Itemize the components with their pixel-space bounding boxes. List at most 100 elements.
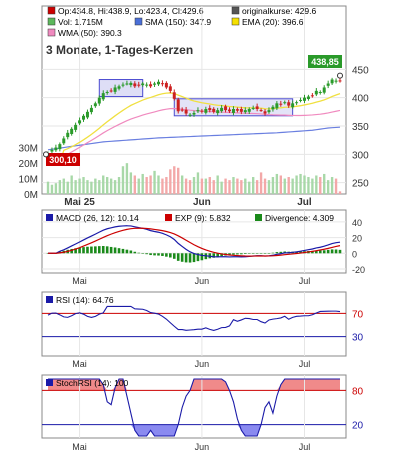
candle-body	[318, 92, 322, 93]
month-label: Jun	[195, 442, 210, 452]
price-tick-label: 300	[352, 150, 369, 161]
volume-bar	[98, 180, 101, 194]
volume-bar	[212, 180, 215, 194]
macd-divergence-bar	[101, 246, 105, 254]
volume-bar	[330, 177, 334, 194]
volume-bar	[153, 170, 156, 194]
macd-divergence-bar	[137, 252, 141, 254]
volume-bar	[267, 180, 271, 194]
macd-divergence-bar	[74, 248, 77, 254]
volume-bar	[145, 177, 148, 194]
macd-divergence-bar	[97, 246, 101, 254]
macd-divergence-bar	[176, 253, 180, 261]
macd-line	[48, 225, 341, 258]
candle-body	[153, 83, 157, 85]
candle-body	[133, 83, 137, 87]
sma150-line	[47, 126, 341, 151]
volume-bar	[319, 177, 322, 194]
macd-panel-frame	[41, 209, 347, 274]
candle-body	[156, 81, 160, 85]
macd-divergence-bar	[153, 253, 156, 256]
macd-divergence-bar	[196, 253, 200, 262]
volume-bar	[275, 173, 279, 194]
volume-bar	[252, 177, 255, 194]
candle-body	[338, 80, 342, 82]
volume-bar	[94, 178, 97, 194]
volume-bar	[287, 177, 290, 194]
month-label: Jul	[299, 276, 311, 286]
month-label: Mai	[72, 276, 87, 286]
macd-divergence-bar	[295, 251, 298, 254]
legend-label: MACD (26, 12): 10.14	[56, 213, 139, 223]
candle-body	[141, 83, 145, 86]
candle-body	[255, 106, 259, 109]
rsi-line	[47, 305, 341, 331]
macd-divergence-bar	[70, 248, 73, 254]
volume-bar	[259, 172, 263, 194]
candle-body	[101, 93, 105, 100]
candle-body	[145, 84, 149, 86]
macd-divergence-bar	[184, 253, 188, 263]
volume-bar	[177, 167, 180, 194]
volume-tick-label: 0M	[24, 190, 38, 201]
macd-divergence-bar	[334, 249, 338, 254]
candle-body	[310, 95, 314, 97]
candle-body	[231, 109, 235, 113]
volume-bar	[295, 175, 298, 194]
macd-divergence-bar	[271, 252, 275, 254]
macd-divergence-bar	[149, 253, 152, 256]
volume-bar	[184, 178, 188, 194]
candle-body	[208, 108, 212, 111]
stochrsi-tick-label: 80	[352, 386, 364, 397]
volume-bar	[141, 173, 144, 194]
volume-bar	[303, 175, 306, 194]
legend-swatch	[47, 6, 56, 15]
volume-bar	[50, 184, 54, 194]
macd-divergence-bar	[267, 253, 271, 254]
candle-body	[85, 111, 89, 118]
volume-bar	[311, 178, 314, 194]
candle-body	[247, 109, 251, 112]
candle-body	[283, 102, 287, 104]
volume-bar	[90, 181, 93, 194]
legend-swatch	[231, 17, 240, 26]
candle-body	[113, 87, 117, 92]
candle-body	[271, 106, 275, 110]
rsi-tick-label: 70	[352, 309, 364, 320]
legend-swatch	[46, 296, 53, 303]
candle-body	[220, 107, 224, 112]
candle-body	[62, 138, 66, 144]
legend-label: StochRSI (14): 100	[56, 378, 129, 388]
candle-body	[164, 82, 168, 88]
candle-body	[188, 114, 192, 116]
volume-bar	[263, 178, 267, 194]
macd-divergence-bar	[216, 253, 219, 257]
month-label: Mai	[72, 359, 87, 369]
candle-body	[109, 90, 113, 92]
volume-bar	[204, 178, 208, 194]
macd-tick-label: 0	[352, 249, 357, 259]
volume-bar	[86, 180, 89, 194]
month-label: Jun	[195, 276, 210, 286]
macd-divergence-bar	[141, 253, 145, 254]
volume-bar	[106, 177, 109, 194]
candle-body	[70, 128, 74, 134]
volume-bar	[192, 177, 196, 194]
candle-body	[78, 120, 82, 124]
price-tick-label: 400	[352, 94, 369, 105]
volume-bar	[216, 175, 219, 194]
volume-bar	[157, 175, 160, 194]
macd-divergence-bar	[279, 251, 283, 254]
macd-divergence-bar	[255, 253, 259, 254]
volume-bar	[74, 180, 77, 194]
candle-body	[235, 109, 239, 111]
candle-body	[322, 87, 326, 93]
volume-bar	[338, 191, 342, 194]
last-price-label: 438,85	[311, 57, 339, 67]
candle-body	[168, 86, 172, 91]
candle-body	[129, 82, 133, 86]
volume-bar	[208, 177, 211, 194]
volume-bar	[165, 177, 168, 194]
volume-bar	[113, 180, 117, 194]
volume-bar	[196, 172, 200, 194]
